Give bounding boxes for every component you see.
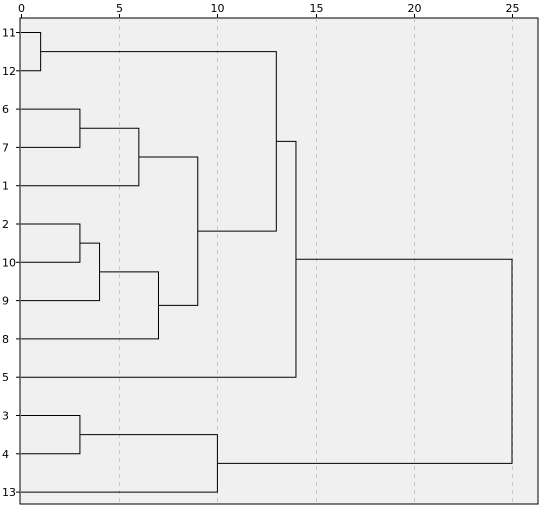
- leaf-label-11: 11: [2, 27, 16, 40]
- x-tick-label-10: 10: [211, 2, 225, 15]
- x-tick-label-20: 20: [408, 2, 422, 15]
- x-axis: 0 5 10 15 20 25: [18, 2, 520, 18]
- dendrogram-links: [21, 32, 513, 493]
- leaf-label-13: 13: [2, 486, 16, 499]
- x-tick-label-25: 25: [506, 2, 520, 15]
- leaf-label-9: 9: [2, 295, 9, 308]
- plot-area: [19, 17, 539, 505]
- leaf-label-1: 1: [2, 180, 9, 193]
- x-tick-label-5: 5: [116, 2, 123, 15]
- leaf-label-3: 3: [2, 410, 9, 423]
- leaf-label-4: 4: [2, 448, 9, 461]
- leaf-label-12: 12: [2, 65, 16, 78]
- leaf-label-6: 6: [2, 103, 9, 116]
- x-tick-label-0: 0: [18, 2, 25, 15]
- leaf-label-10: 10: [2, 256, 16, 269]
- leaf-label-7: 7: [2, 141, 9, 154]
- x-tick-label-15: 15: [310, 2, 324, 15]
- leaf-label-8: 8: [2, 333, 9, 346]
- leaf-label-5: 5: [2, 371, 9, 384]
- leaf-label-2: 2: [2, 218, 9, 231]
- link-c_root: [217, 258, 513, 464]
